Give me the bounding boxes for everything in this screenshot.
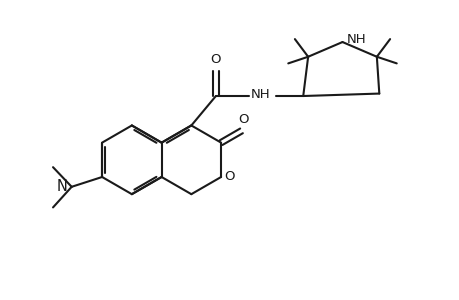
Text: O: O bbox=[238, 113, 249, 126]
Text: NH: NH bbox=[251, 88, 270, 101]
Text: N: N bbox=[57, 179, 67, 194]
Text: O: O bbox=[224, 170, 235, 184]
Text: NH: NH bbox=[346, 33, 365, 46]
Text: O: O bbox=[210, 52, 221, 66]
